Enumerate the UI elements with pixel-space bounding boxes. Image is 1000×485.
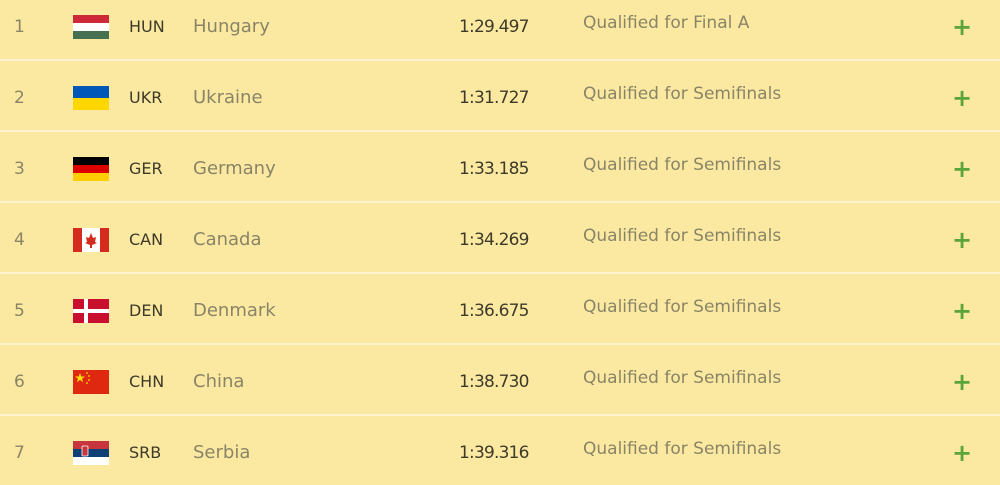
country-name: Germany (193, 158, 276, 179)
expand-plus-icon[interactable]: + (952, 84, 973, 112)
race-time: 1:34.269 (459, 230, 529, 250)
qualification-status: Qualified for Semifinals (583, 226, 782, 246)
china-flag-icon (73, 370, 109, 394)
country-code: CAN (129, 230, 164, 249)
rank: 4 (14, 230, 25, 250)
hungary-flag-icon (73, 15, 109, 39)
germany-flag-icon (73, 157, 109, 181)
race-time: 1:39.316 (459, 443, 529, 463)
qualification-status: Qualified for Final A (583, 13, 750, 33)
country-name: Canada (193, 229, 262, 250)
country-name: China (193, 371, 245, 392)
race-time: 1:36.675 (459, 301, 529, 321)
country-name: Hungary (193, 16, 270, 37)
rank: 3 (14, 159, 25, 179)
result-row-ger[interactable]: 3 GER Germany 1:33.185 Qualified for Sem… (0, 132, 1000, 203)
race-time: 1:38.730 (459, 372, 529, 392)
ukraine-flag-icon (73, 86, 109, 110)
qualification-status: Qualified for Semifinals (583, 155, 782, 175)
qualification-status: Qualified for Semifinals (583, 297, 782, 317)
country-name: Denmark (193, 300, 276, 321)
qualification-status: Qualified for Semifinals (583, 84, 782, 104)
qualification-status: Qualified for Semifinals (583, 439, 782, 459)
race-time: 1:33.185 (459, 159, 529, 179)
rank: 5 (14, 301, 25, 321)
country-code: DEN (129, 301, 164, 320)
expand-plus-icon[interactable]: + (952, 13, 973, 41)
serbia-flag-icon (73, 441, 109, 465)
expand-plus-icon[interactable]: + (952, 155, 973, 183)
race-time: 1:31.727 (459, 88, 529, 108)
result-row-chn[interactable]: 6 CHN China 1:38.730 Qualified for Semif… (0, 345, 1000, 416)
rank: 2 (14, 88, 25, 108)
country-code: GER (129, 159, 163, 178)
result-row-ukr[interactable]: 2 UKR Ukraine 1:31.727 Qualified for Sem… (0, 61, 1000, 132)
country-code: CHN (129, 372, 165, 391)
country-name: Serbia (193, 442, 251, 463)
rank: 7 (14, 443, 25, 463)
expand-plus-icon[interactable]: + (952, 226, 973, 254)
result-row-srb[interactable]: 7 SRB Serbia 1:39.316 Qualified for Semi… (0, 416, 1000, 485)
country-code: SRB (129, 443, 162, 462)
result-row-den[interactable]: 5 DEN Denmark 1:36.675 Qualified for Sem… (0, 274, 1000, 345)
denmark-flag-icon (73, 299, 109, 323)
rank: 1 (14, 17, 25, 37)
expand-plus-icon[interactable]: + (952, 439, 973, 467)
rank: 6 (14, 372, 25, 392)
qualification-status: Qualified for Semifinals (583, 368, 782, 388)
expand-plus-icon[interactable]: + (952, 297, 973, 325)
country-code: UKR (129, 88, 163, 107)
race-time: 1:29.497 (459, 17, 529, 37)
country-name: Ukraine (193, 87, 263, 108)
country-code: HUN (129, 17, 165, 36)
result-row-can[interactable]: 4 CAN Canada 1:34.269 Qualified for Semi… (0, 203, 1000, 274)
result-row-hun[interactable]: 1 HUN Hungary 1:29.497 Qualified for Fin… (0, 0, 1000, 61)
canada-flag-icon (73, 228, 109, 252)
expand-plus-icon[interactable]: + (952, 368, 973, 396)
